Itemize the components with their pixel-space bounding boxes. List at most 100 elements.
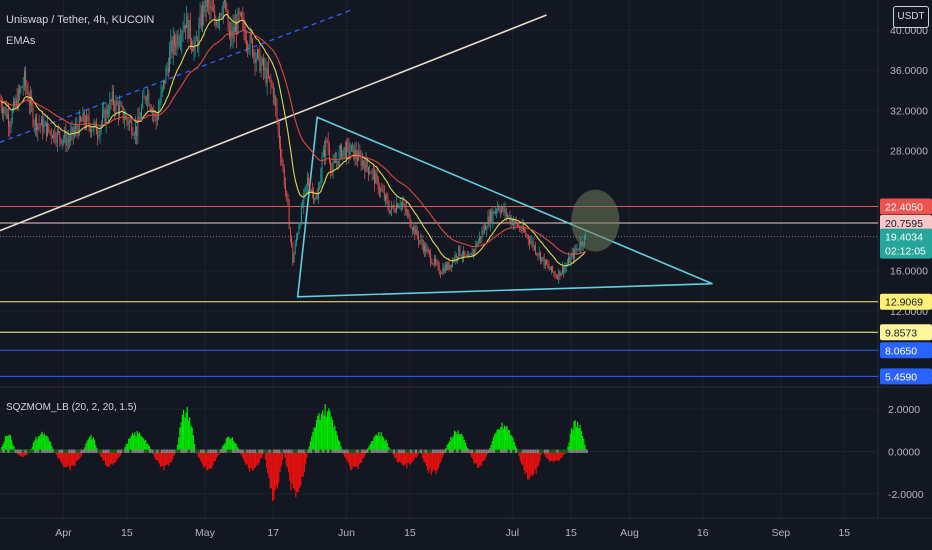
candle [382,190,384,192]
momentum-bar [154,451,157,460]
momentum-bar [256,451,258,465]
squeeze-dot [366,449,369,453]
x-tick-label: Jun [338,527,355,539]
candle [483,225,485,233]
squeeze-dot [578,449,581,453]
currency-unit-button[interactable]: USDT [893,6,929,28]
squeeze-dot [65,449,69,453]
candle [330,160,332,171]
momentum-bar [480,451,482,467]
squeeze-dot [153,449,156,453]
candle [294,242,296,254]
momentum-bar [31,446,33,452]
candle [320,173,322,188]
candle [532,241,534,248]
candle [515,219,517,223]
squeeze-dot [14,449,17,453]
momentum-bar [561,451,563,458]
momentum-bar [440,451,442,462]
momentum-bar [568,442,570,452]
y-tick-label: 36.0000 [890,65,928,77]
candle [339,145,341,152]
indicator-label[interactable]: EMAs [6,35,36,47]
momentum-bar [58,451,60,459]
momentum-bar [40,433,42,452]
momentum-bar [12,444,14,452]
squeeze-dot [173,449,176,453]
candle [256,49,258,59]
candle [189,20,191,42]
squeeze-dot [395,449,398,453]
momentum-bar [162,451,164,467]
candle [392,205,394,207]
momentum-bar [9,435,11,452]
squeeze-dot [134,449,137,453]
momentum-bar [167,451,169,465]
momentum-bar [523,451,525,471]
x-tick-label: Jul [506,527,519,539]
squeeze-dot [102,449,105,453]
momentum-bar [186,406,188,452]
squeeze-dot [305,449,308,453]
squeeze-dot [434,449,437,453]
momentum-bar [251,451,253,470]
candle [63,138,64,141]
momentum-bar [24,451,26,456]
candle [192,47,194,52]
squeeze-dot [368,449,371,453]
candle [399,204,401,206]
candle [482,231,484,233]
candle [494,210,496,214]
momentum-bar [466,446,468,452]
candle [579,248,580,250]
momentum-bar [267,451,269,474]
candle [176,35,178,48]
candle [274,96,275,98]
momentum-bar [117,451,119,459]
candle [145,98,147,101]
candle [194,40,196,45]
momentum-bar [286,451,288,468]
price-level-tag-label: 20.7595 [885,218,923,230]
candle [418,235,419,242]
momentum-bar [530,451,532,475]
momentum-bar [270,451,273,489]
candle [60,138,62,144]
momentum-bar [494,434,496,452]
momentum-bar [380,431,382,452]
candle [87,115,89,118]
momentum-bar [173,451,175,456]
candle [164,80,166,84]
momentum-bar [308,446,310,452]
candle [413,226,415,231]
momentum-bar [8,434,10,452]
momentum-bar [340,446,342,452]
candle [311,190,313,191]
momentum-bar [518,451,520,457]
squeeze-dot [75,449,78,453]
momentum-bar [427,451,429,471]
momentum-bar [156,451,158,460]
candle [232,26,234,39]
candle [397,203,399,209]
squeeze-dot [258,449,261,453]
squeeze-dot [295,449,298,453]
candle [108,113,110,115]
momentum-bar [524,451,526,474]
candle [38,123,40,125]
candle [156,118,158,121]
candle [476,243,478,246]
candle [527,235,529,240]
squeeze-dot [302,449,305,453]
candle [464,250,466,256]
candle [552,266,554,272]
momentum-bar [405,451,407,464]
momentum-bar [534,451,536,470]
candle [131,121,133,134]
squeeze-dot [370,449,374,453]
candle [119,105,120,116]
oscillator-label[interactable]: SQZMOM_LB (20, 2, 20, 1.5) [6,402,137,413]
momentum-bar [372,440,374,452]
momentum-bar [13,446,15,452]
